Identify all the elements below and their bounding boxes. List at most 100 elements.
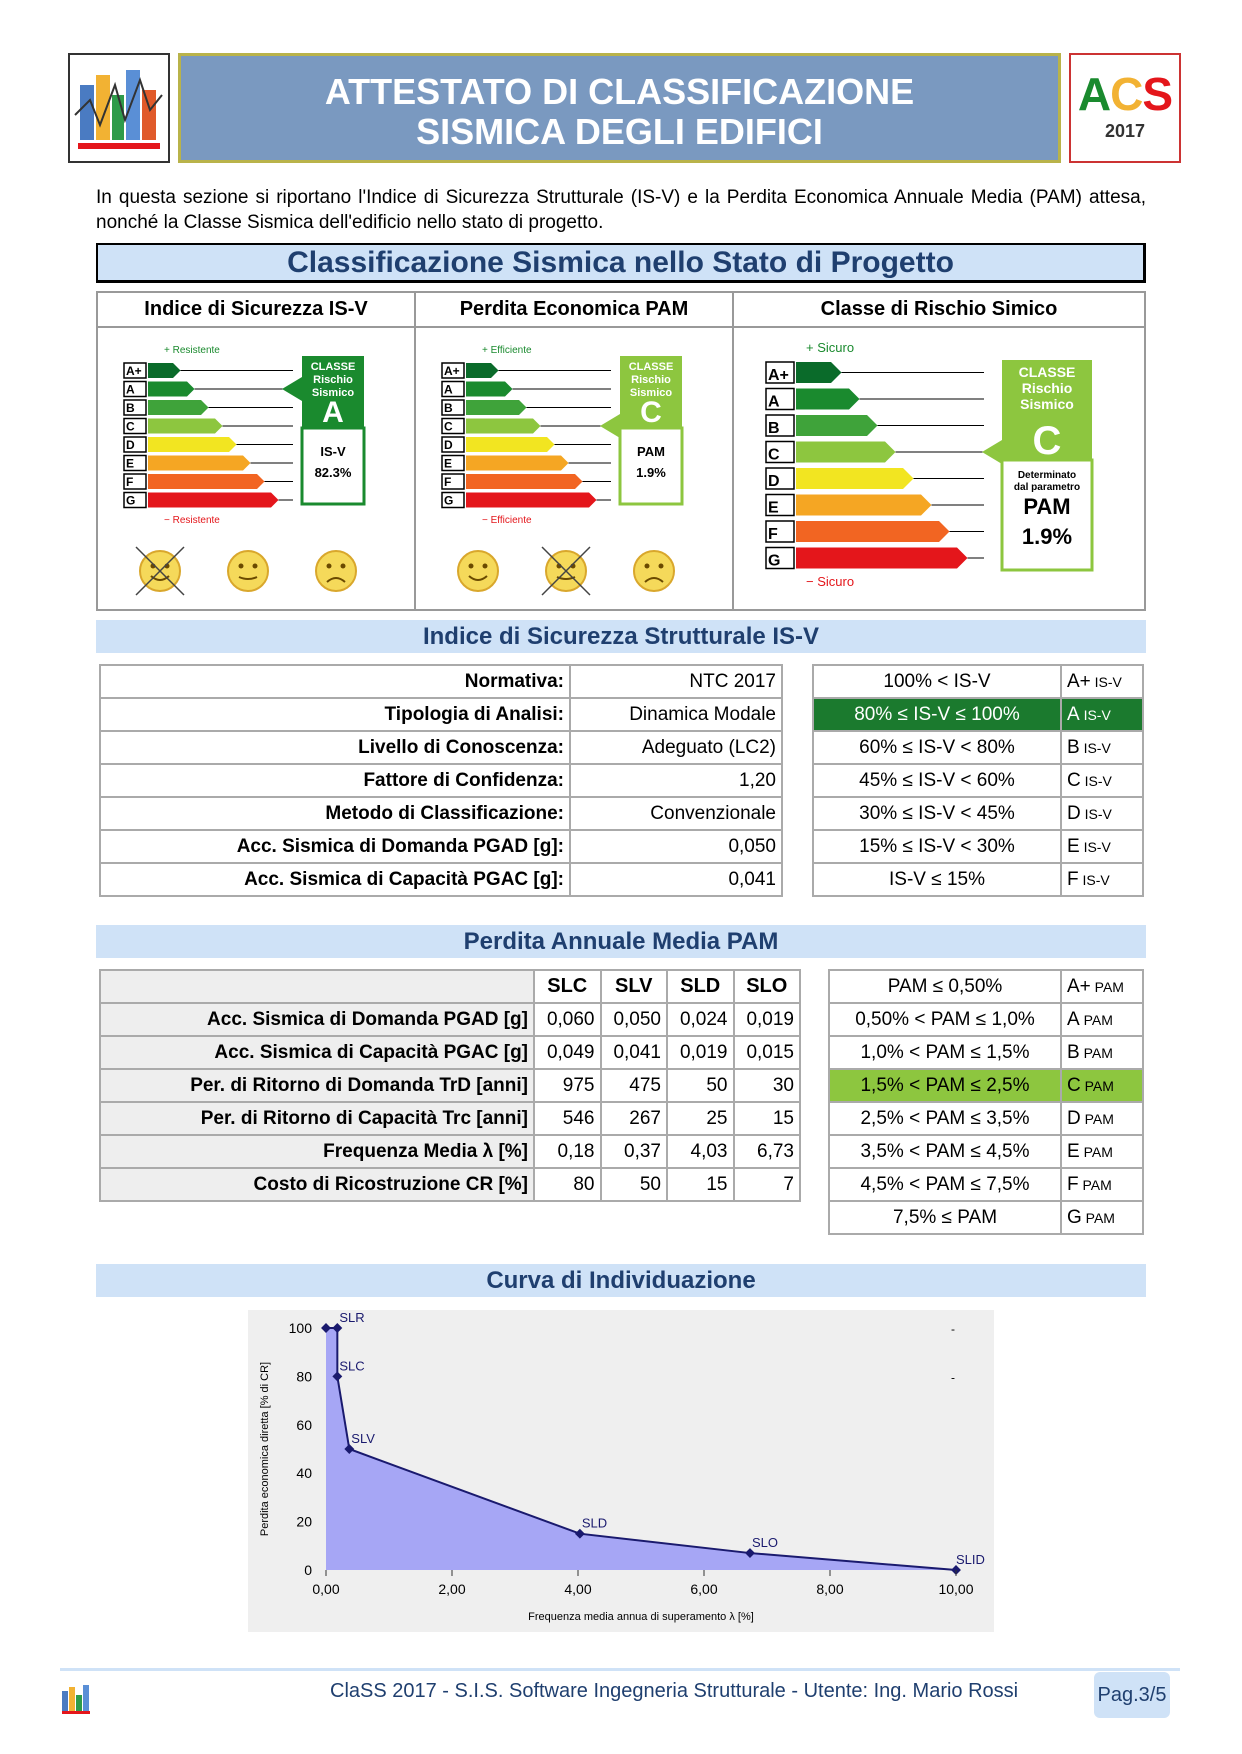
grade-box-2 xyxy=(441,399,465,416)
grade-label-1: A xyxy=(126,383,135,397)
face-mouth-0 xyxy=(468,575,488,581)
document-title: ATTESTATO DI CLASSIFICAZIONE SISMICA DEG… xyxy=(178,53,1061,163)
grade-bar-7 xyxy=(148,492,279,508)
param-value: Adeguato (LC2) xyxy=(569,730,783,765)
cell-value: 50 xyxy=(666,1068,735,1103)
column-header: SLO xyxy=(732,969,801,1004)
grade-box-3 xyxy=(441,417,465,435)
grade-box-7 xyxy=(441,491,465,509)
table-row: Fattore di Confidenza: 1,20 xyxy=(99,763,783,798)
table-row: Per. di Ritorno di Capacità Trc [anni] 54… xyxy=(99,1101,801,1136)
grade-bar-1 xyxy=(148,381,195,397)
cell-value: 15 xyxy=(732,1101,801,1136)
class-label: F IS-V xyxy=(1060,862,1144,897)
grade-box-6 xyxy=(123,473,147,490)
grade-box-4 xyxy=(123,436,147,453)
grade-label-7: G xyxy=(444,494,453,508)
page-number: Pag.3/5 xyxy=(1094,1672,1170,1718)
panel-isv: Indice di Sicurezza IS-V + Resistente A+ A… xyxy=(98,293,416,609)
row-label: Costo di Ricostruzione CR [%] xyxy=(99,1167,535,1202)
cell-value: 80 xyxy=(533,1167,602,1202)
point-marker-1 xyxy=(332,1323,343,1333)
grade-bar-0 xyxy=(148,363,181,378)
grade-box-1 xyxy=(441,380,465,398)
grade-bar-2 xyxy=(796,415,878,436)
intro-paragraph: In questa sezione si riportano l'Indice … xyxy=(96,187,1146,233)
grade-box-5 xyxy=(765,493,795,517)
class-range: 45% ≤ IS-V < 60% xyxy=(812,763,1062,798)
param-value: Dinamica Modale xyxy=(569,697,783,732)
cell-value: 0,015 xyxy=(732,1035,801,1070)
param-label: Acc. Sismica di Capacità PGAC [g]: xyxy=(99,862,571,897)
class-label: C IS-V xyxy=(1060,763,1144,798)
grade-label-7: G xyxy=(768,553,780,570)
table-row: Per. di Ritorno di Domanda TrD [anni] 975… xyxy=(99,1068,801,1103)
cell-value: 0,041 xyxy=(599,1035,668,1070)
footer-text: ClaSS 2017 - S.I.S. Software Ingegneria … xyxy=(330,1680,1019,1702)
class-label: A+ IS-V xyxy=(1060,664,1144,699)
face-eye-l-2 xyxy=(644,563,650,569)
grade-label-0: A+ xyxy=(444,364,460,378)
class-label: D PAM xyxy=(1060,1101,1144,1136)
face-1 xyxy=(227,550,269,592)
table-row: Costo di Ricostruzione CR [%] 80 50 15 7 xyxy=(99,1167,801,1202)
class-range: 15% ≤ IS-V < 30% xyxy=(812,829,1062,864)
table-row: Acc. Sismica di Capacità PGAC [g]: 0,041 xyxy=(99,862,783,897)
class-row: 1,0% < PAM ≤ 1,5% B PAM xyxy=(828,1035,1144,1070)
grade-bar-0 xyxy=(466,363,499,378)
pam-parameters-table: SLC SLV SLD SLO Acc. Sismica di Domanda PGA… xyxy=(99,969,801,1202)
plus-label: + Sicuro xyxy=(806,340,854,355)
grade-box-6 xyxy=(441,473,465,490)
y-tick-label-0: 0 xyxy=(304,1562,312,1578)
y-axis-label: Perdita economica diretta [% di CR] xyxy=(259,1362,271,1536)
class-label: E IS-V xyxy=(1060,829,1144,864)
table-row: Tipologia di Analisi: Dinamica Modale xyxy=(99,697,783,732)
cell-value: 4,03 xyxy=(666,1134,735,1169)
class-value: 1.9% xyxy=(1022,524,1072,549)
grade-box-6 xyxy=(765,520,795,543)
point-marker-3 xyxy=(344,1444,355,1454)
grade-label-6: F xyxy=(444,475,451,489)
det-line-2: dal parametro xyxy=(1014,482,1080,493)
cross-b xyxy=(541,546,591,596)
class-label: F PAM xyxy=(1060,1167,1144,1202)
grade-box-5 xyxy=(123,454,147,472)
face-eye-r-0 xyxy=(482,563,488,569)
face-mouth-1 xyxy=(238,576,258,580)
class-range: 2,5% < PAM ≤ 3,5% xyxy=(828,1101,1062,1136)
face-mouth-2 xyxy=(326,577,346,583)
param-value: 1,20 xyxy=(569,763,783,798)
param-value: 0,041 xyxy=(569,862,783,897)
class-label: C PAM xyxy=(1060,1068,1144,1103)
grade-label-2: B xyxy=(768,420,780,437)
grade-bar-4 xyxy=(148,437,237,452)
cell-value: 0,049 xyxy=(533,1035,602,1070)
point-label-sld: SLD xyxy=(582,1516,607,1531)
grade-label-2: B xyxy=(126,401,135,415)
cell-value: 267 xyxy=(599,1101,668,1136)
grade-label-7: G xyxy=(126,494,135,508)
point-label-slo: SLO xyxy=(752,1535,778,1550)
y-tick-label-2: 40 xyxy=(296,1465,312,1481)
cell-value: 0,050 xyxy=(599,1002,668,1037)
cell-value: 0,060 xyxy=(533,1002,602,1037)
grade-label-1: A xyxy=(444,383,453,397)
title-line-2: SISMICA DEGLI EDIFICI xyxy=(416,111,823,152)
cell-value: 30 xyxy=(732,1068,801,1103)
param-label: Metodo di Classificazione: xyxy=(99,796,571,831)
grade-box-2 xyxy=(765,414,795,437)
grade-box-0 xyxy=(123,362,147,379)
y-tick-label-4: 80 xyxy=(296,1368,312,1384)
class-word: CLASSE xyxy=(1019,364,1076,380)
class-range: PAM ≤ 0,50% xyxy=(828,969,1062,1004)
class-range: 80% ≤ IS-V ≤ 100% xyxy=(812,697,1062,732)
class-row: 4,5% < PAM ≤ 7,5% F PAM xyxy=(828,1167,1144,1202)
grade-label-4: D xyxy=(768,473,780,490)
cell-value: 0,019 xyxy=(666,1035,735,1070)
point-label-slv: SLV xyxy=(351,1431,375,1446)
class-word: CLASSE xyxy=(311,361,356,373)
class-range: 4,5% < PAM ≤ 7,5% xyxy=(828,1167,1062,1202)
param-label: Tipologia di Analisi: xyxy=(99,697,571,732)
individuation-curve-chart: SLR SLC SLV SLD SLO SLID 0,00 2,00 4,00 6,00 8,00 1… xyxy=(248,1310,994,1632)
class-label: A PAM xyxy=(1060,1002,1144,1037)
